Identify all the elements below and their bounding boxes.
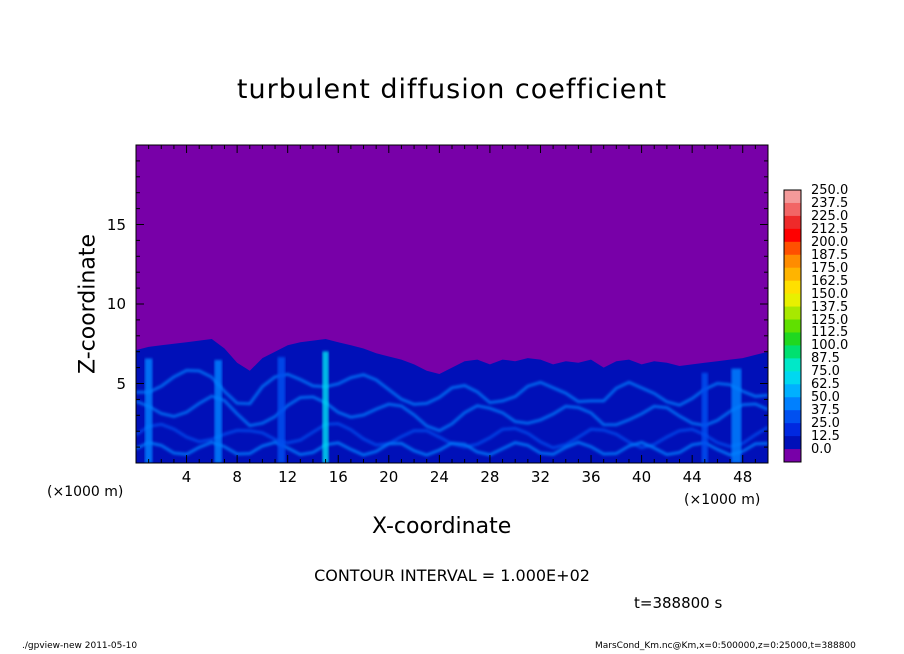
colorbar-swatch — [784, 384, 801, 398]
colorbar-swatch — [784, 306, 801, 321]
x-tick-label: 20 — [379, 468, 399, 486]
colorbar-swatch — [784, 215, 801, 230]
colorbar-swatch — [784, 254, 801, 269]
x-tick-label: 4 — [181, 468, 192, 486]
plume — [214, 360, 222, 463]
plume — [322, 351, 329, 463]
colorbar — [783, 189, 802, 463]
colorbar-swatch — [784, 410, 801, 424]
colorbar-label: 137.5 — [811, 299, 849, 315]
colorbar-label: 100.0 — [811, 338, 849, 354]
colorbar-label: 50.0 — [811, 390, 840, 406]
y-axis-ticks — [136, 160, 768, 448]
contour-interval: CONTOUR INTERVAL = 1.000E+02 — [314, 566, 590, 585]
colorbar-label: 112.5 — [811, 325, 849, 341]
x-unit-left: (×1000 m) — [47, 484, 124, 500]
colorbar-swatch — [784, 319, 801, 333]
colorbar-label: 87.5 — [811, 351, 840, 367]
y-tick-label: 10 — [106, 295, 126, 313]
colorbar-label: 200.0 — [811, 234, 849, 250]
x-tick-label: 16 — [328, 468, 348, 486]
colorbar-label: 237.5 — [811, 195, 849, 211]
footer-right: MarsCond_Km.nc@Km,x=0:500000,z=0:25000,t… — [595, 641, 856, 651]
plume — [277, 357, 286, 463]
y-tick-label: 15 — [106, 215, 126, 234]
chart-title: turbulent diffusion coefficient — [236, 74, 668, 105]
colorbar-label: 150.0 — [811, 286, 849, 302]
colorbar-label: 0.0 — [811, 442, 832, 458]
colorbar-swatch — [784, 436, 801, 450]
colorbar-swatch — [784, 228, 801, 243]
colorbar-label: 187.5 — [811, 247, 849, 263]
x-unit-right: (×1000 m) — [684, 492, 761, 508]
colorbar-swatch — [784, 449, 801, 463]
x-tick-label: 32 — [530, 468, 551, 486]
colorbar-label: 37.5 — [811, 403, 840, 419]
colorbar-swatch — [784, 190, 801, 204]
footer-left: ./gpview-new 2011-05-10 — [22, 641, 138, 651]
plume — [731, 368, 742, 463]
x-tick-label: 8 — [232, 468, 242, 486]
colorbar-swatch — [784, 423, 801, 437]
colorbar-label: 212.5 — [811, 221, 849, 237]
plume — [701, 372, 708, 463]
colorbar-swatch — [784, 358, 801, 372]
x-tick-label: 12 — [278, 468, 298, 486]
colorbar-swatch — [784, 397, 801, 411]
plume — [144, 358, 153, 463]
colorbar-label: 62.5 — [811, 377, 840, 393]
colorbar-label: 175.0 — [811, 260, 849, 276]
colorbar-swatch — [784, 280, 801, 295]
x-tick-label: 44 — [682, 468, 702, 486]
x-tick-label: 28 — [480, 468, 500, 486]
colorbar-label: 162.5 — [811, 273, 849, 289]
y-axis-label: Z-coordinate — [75, 234, 101, 374]
x-tick-label: 40 — [632, 468, 652, 486]
colorbar-label: 125.0 — [811, 312, 849, 328]
x-tick-label: 48 — [733, 468, 753, 486]
x-axis-label: X-coordinate — [372, 514, 512, 539]
x-axis-ticks — [148, 145, 756, 463]
swirl-band — [136, 394, 768, 433]
turbulent-field — [136, 339, 768, 463]
colorbar-swatch — [784, 202, 801, 217]
surface-band — [136, 440, 768, 457]
time-label: t=388800 s — [634, 594, 723, 612]
colorbar-swatch — [784, 371, 801, 385]
colorbar-swatch — [784, 345, 801, 359]
x-tick-label: 24 — [429, 468, 449, 486]
colorbar-swatch — [784, 332, 801, 346]
colorbar-label: 12.5 — [811, 429, 840, 445]
swirl-bands — [136, 368, 768, 457]
colorbar-label: 225.0 — [811, 208, 849, 224]
colorbar-label: 25.0 — [811, 416, 840, 432]
colorbar-frame — [783, 189, 802, 463]
colorbar-swatch — [784, 267, 801, 282]
colorbar-swatch — [784, 293, 801, 308]
swirl-band — [136, 368, 768, 407]
y-tick-label: 5 — [116, 374, 126, 393]
x-tick-label: 36 — [581, 468, 601, 486]
colorbar-swatch — [784, 241, 801, 256]
colorbar-label: 250.0 — [811, 183, 849, 198]
colorbar-label: 75.0 — [811, 364, 840, 380]
